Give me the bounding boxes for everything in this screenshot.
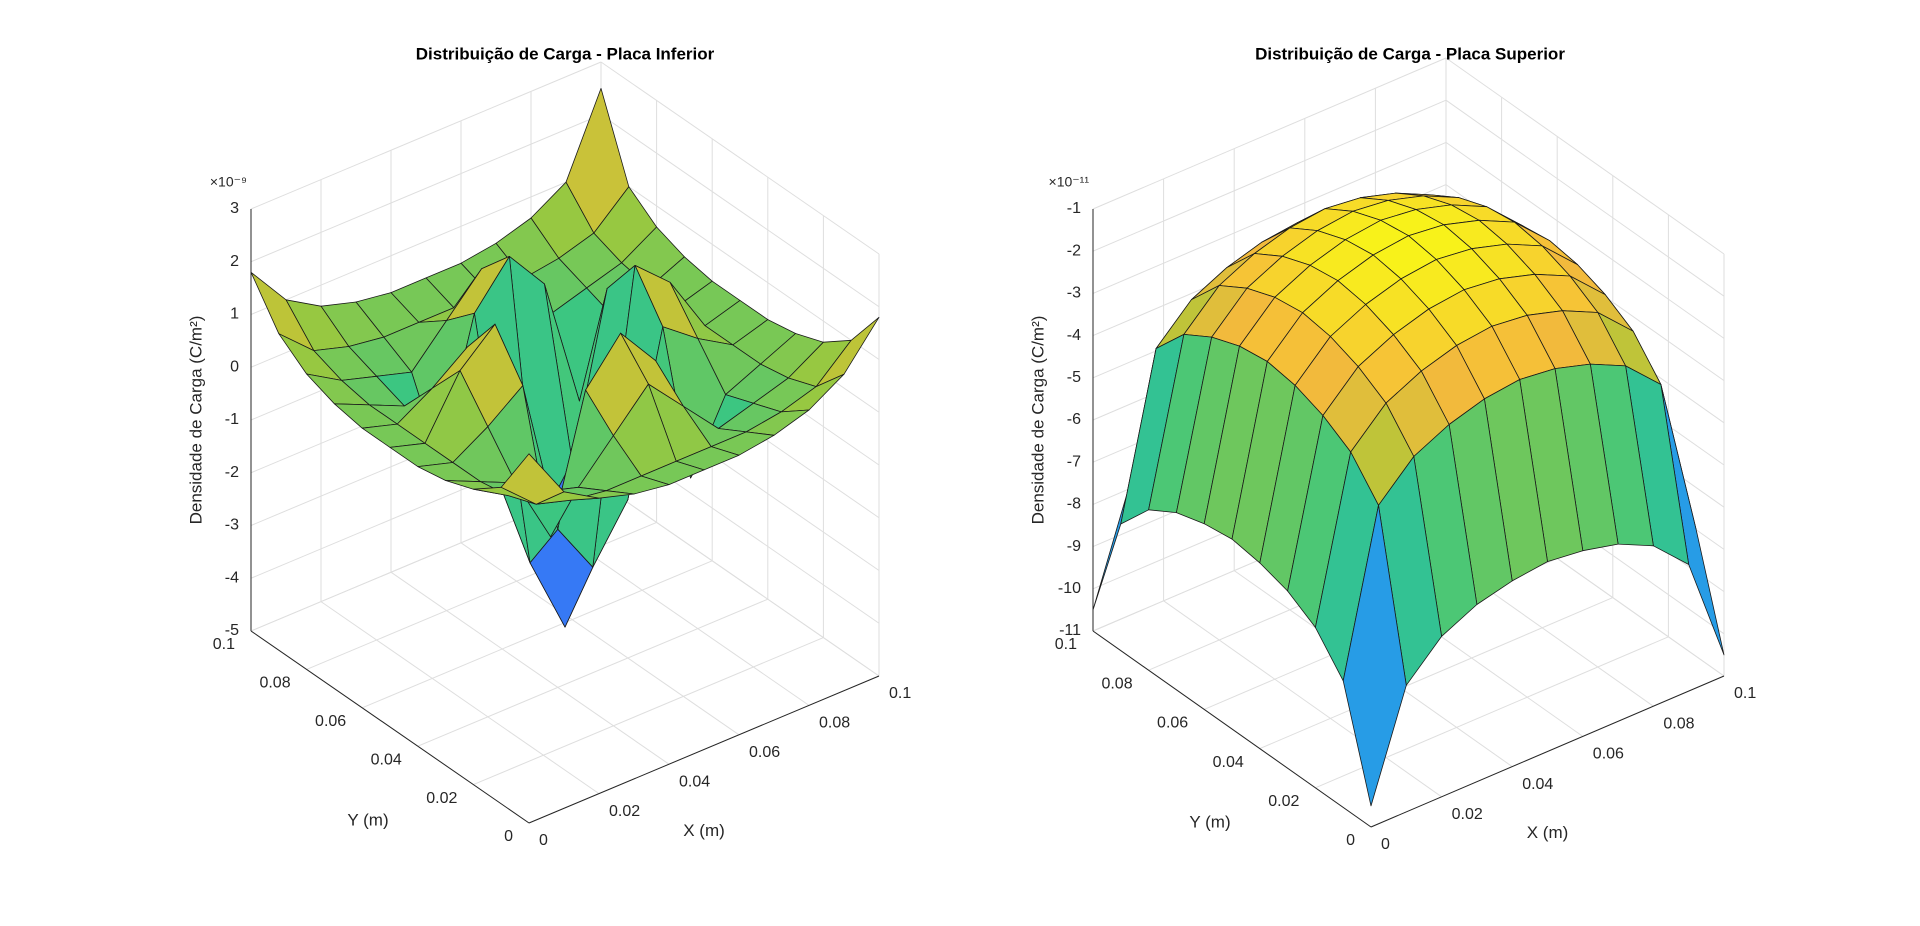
z-tick-label: -11: [1059, 622, 1081, 639]
grid-line: [1092, 141, 1447, 294]
z-tick-label: -9: [1067, 538, 1081, 555]
surface-plot: 0 0.02 0.04 0.06 0.08 0.1 0 0.02 0.04 0.06 0.08 0.1…: [1028, 44, 1756, 853]
grid-line: [600, 483, 880, 677]
grid-line: [320, 601, 600, 795]
y-tick-label: 0.06: [1157, 715, 1188, 732]
grid-line: [1445, 99, 1725, 297]
y-axis-label: Y (m): [347, 810, 388, 829]
grid-line: [250, 167, 602, 315]
x-tick-label: 0.02: [609, 803, 640, 820]
z-axis-label: Densidade de Carga (C/m²): [186, 316, 205, 525]
z-tick-label: -6: [1067, 411, 1081, 428]
x-tick-label: 0: [1381, 836, 1390, 853]
grid-line: [250, 114, 602, 263]
z-axis-label: Densidade de Carga (C/m²): [1028, 316, 1047, 525]
grid-line: [362, 560, 713, 709]
z-tick-label: -1: [225, 411, 239, 428]
z-tick-label: -5: [1067, 369, 1081, 386]
y-tick-label: 0: [504, 828, 513, 845]
x-tick-label: 0.1: [1734, 685, 1756, 702]
z-scale-label: ×10⁻¹¹: [1049, 174, 1090, 190]
y-tick-label: 0.02: [426, 790, 457, 807]
grid-line: [600, 167, 880, 360]
y-tick-label: 0.04: [1213, 754, 1244, 771]
chart-title: Distribuição de Carga - Placa Superior: [1255, 44, 1565, 63]
z-tick-label: -1: [1067, 200, 1081, 217]
grid-line: [250, 61, 602, 210]
z-tick-label: -4: [1067, 327, 1081, 344]
x-axis-label: X (m): [1527, 823, 1569, 842]
x-tick-label: 0: [539, 832, 548, 849]
z-tick-label: -5: [225, 622, 239, 639]
x-axis: [528, 675, 880, 824]
grid-line: [473, 637, 824, 786]
grid-line: [1259, 597, 1613, 750]
z-tick-label: -3: [225, 517, 239, 534]
z-tick-label: -2: [225, 464, 239, 481]
y-axis: [250, 630, 530, 824]
surface-patch: [1342, 504, 1407, 807]
y-tick-label: 0.08: [1101, 675, 1132, 692]
z-tick-label: 3: [230, 200, 239, 217]
y-tick-label: 0.08: [259, 675, 290, 692]
x-tick-label: 0.02: [1452, 806, 1483, 823]
z-tick-label: -10: [1058, 580, 1081, 597]
y-tick-label: 0.04: [371, 751, 402, 768]
x-tick-label: 0.06: [1593, 746, 1624, 763]
y-tick-label: 0.06: [315, 713, 346, 730]
y-axis: [1092, 630, 1372, 828]
z-tick-label: 0: [230, 358, 239, 375]
grid-line: [460, 542, 740, 736]
grid-line: [1163, 600, 1442, 798]
grid-line: [600, 114, 880, 308]
x-tick-label: 0.08: [1663, 715, 1694, 732]
grid-line: [1092, 99, 1447, 252]
surface-patch: [500, 453, 565, 505]
y-tick-label: 0.02: [1268, 793, 1299, 810]
z-tick-label: -7: [1067, 453, 1081, 470]
surface-plot: 0 0.02 0.04 0.06 0.08 0.1 0 0.02 0.04 0.06 0.08 0.1…: [186, 44, 911, 849]
chart-title: Distribuição de Carga - Placa Inferior: [416, 44, 715, 63]
x-axis: [1370, 675, 1725, 828]
z-tick-label: 1: [230, 306, 239, 323]
grid-line: [417, 598, 768, 747]
y-tick-label: 0.1: [213, 636, 235, 653]
y-axis-label: Y (m): [1189, 812, 1230, 831]
grid-line: [390, 571, 670, 765]
y-tick-label: 0: [1346, 832, 1355, 849]
z-tick-label: -2: [1067, 242, 1081, 259]
grid-line: [600, 61, 880, 255]
x-axis-label: X (m): [683, 821, 725, 840]
z-tick-label: -3: [1067, 285, 1081, 302]
z-tick-label: -4: [225, 569, 239, 586]
x-tick-label: 0.04: [679, 773, 710, 790]
x-tick-label: 0.1: [889, 685, 911, 702]
z-tick-label: -8: [1067, 496, 1081, 513]
x-tick-label: 0.08: [819, 715, 850, 732]
z-scale-label: ×10⁻⁹: [210, 174, 247, 190]
x-tick-label: 0.04: [1522, 776, 1553, 793]
grid-line: [1092, 57, 1447, 210]
z-tick-label: 2: [230, 253, 239, 270]
grid-line: [1445, 141, 1725, 339]
x-tick-label: 0.06: [749, 744, 780, 761]
y-tick-label: 0.1: [1055, 636, 1077, 653]
grid-line: [1445, 57, 1725, 255]
